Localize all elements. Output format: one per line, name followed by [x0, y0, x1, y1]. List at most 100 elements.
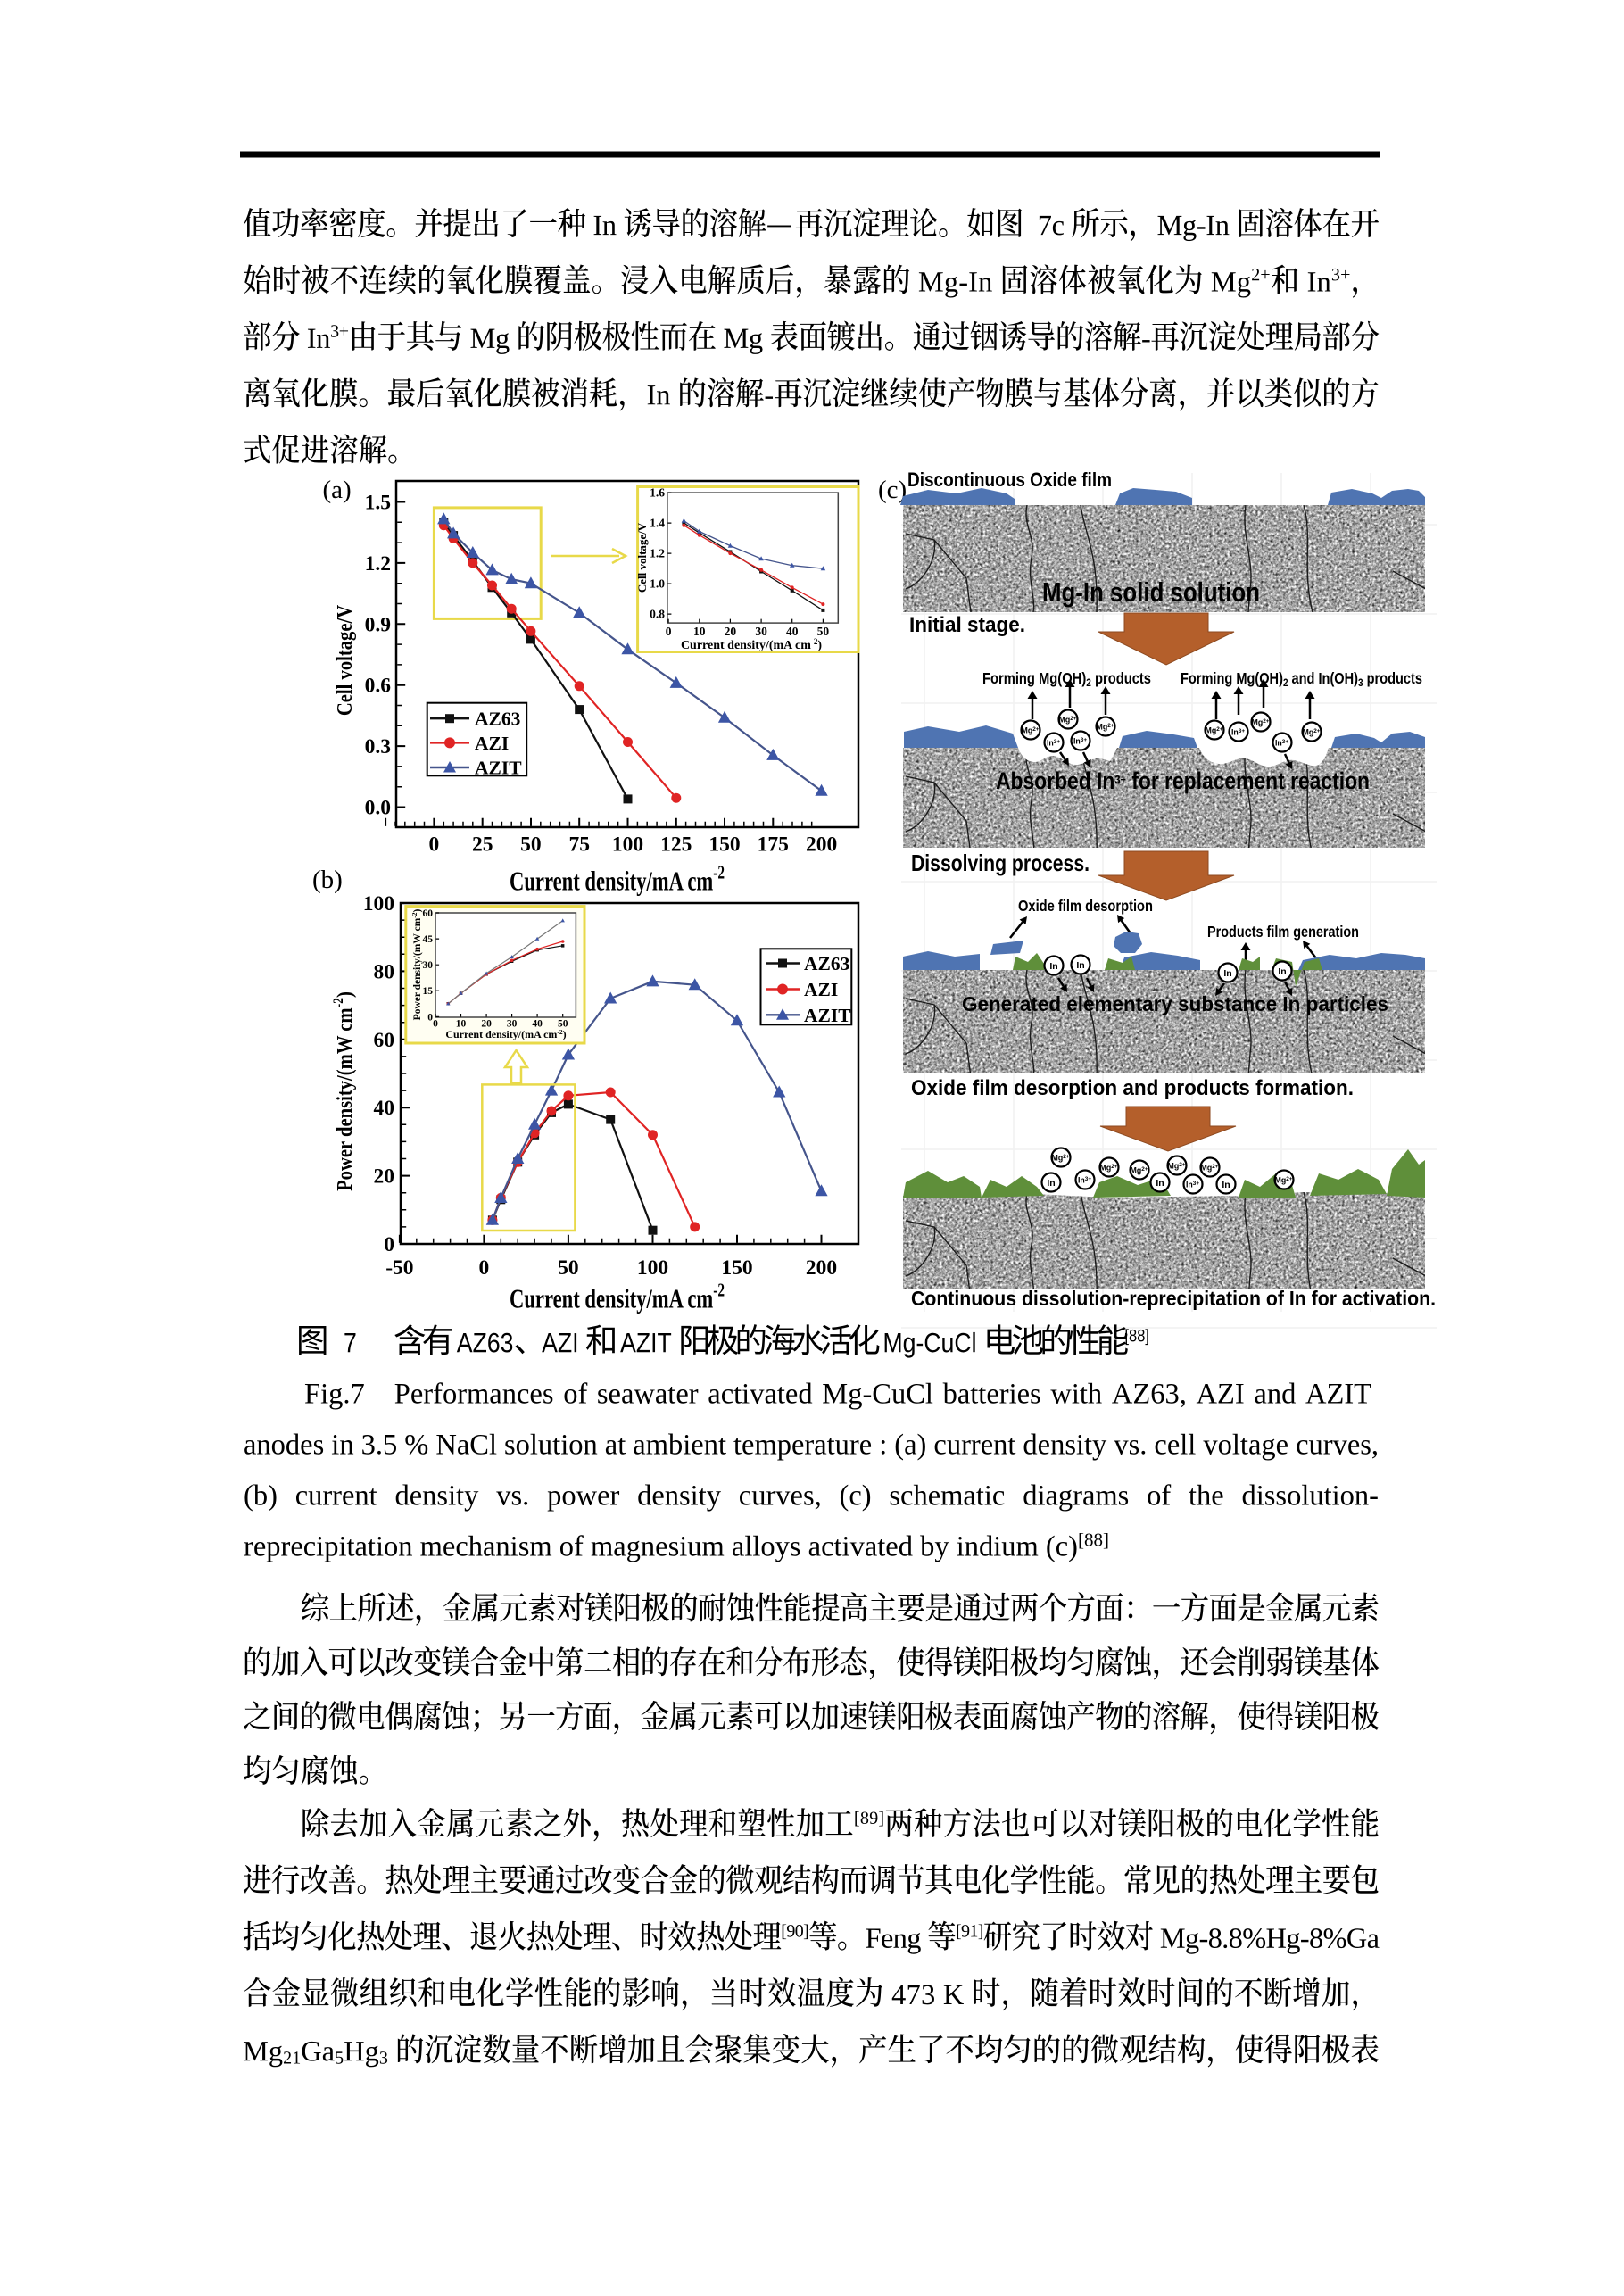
svg-text:10: 10 [456, 1019, 467, 1030]
svg-text:0: 0 [427, 1012, 433, 1023]
svg-text:In3+: In3+ [1078, 1176, 1091, 1185]
svg-text:Dissolving process.: Dissolving process. [911, 850, 1090, 876]
svg-text:Mg2+: Mg2+ [1131, 1166, 1148, 1175]
svg-text:Mg-In solid solution: Mg-In solid solution [1042, 576, 1260, 608]
svg-text:In: In [1156, 1178, 1164, 1189]
svg-text:0: 0 [479, 1256, 490, 1280]
svg-text:150: 150 [708, 833, 740, 857]
svg-text:Power density/(mW cm-2): Power density/(mW cm-2) [410, 909, 423, 1021]
svg-text:In3+: In3+ [1186, 1181, 1199, 1189]
svg-text:60: 60 [374, 1029, 395, 1052]
svg-text:In3+: In3+ [1047, 739, 1060, 748]
svg-text:75: 75 [568, 833, 590, 857]
svg-text:Mg2+: Mg2+ [1275, 1176, 1293, 1185]
svg-text:200: 200 [806, 833, 837, 857]
svg-text:In: In [1223, 968, 1231, 979]
svg-text:Initial stage.: Initial stage. [909, 613, 1025, 637]
svg-text:AZI: AZI [804, 979, 838, 1000]
svg-text:Oxide film desorption: Oxide film desorption [1018, 897, 1153, 915]
svg-text:Mg2+: Mg2+ [1303, 728, 1321, 737]
svg-text:In: In [1049, 961, 1057, 972]
svg-text:1.6: 1.6 [650, 486, 665, 500]
svg-text:80: 80 [374, 960, 395, 983]
svg-text:1.5: 1.5 [365, 492, 391, 515]
svg-text:Cell voltage/V: Cell voltage/V [333, 605, 357, 716]
svg-text:30: 30 [423, 960, 434, 971]
svg-text:0.9: 0.9 [365, 613, 391, 636]
svg-text:0: 0 [384, 1233, 394, 1256]
svg-text:Mg2+: Mg2+ [1059, 716, 1077, 725]
svg-text:Cell voltage/V: Cell voltage/V [635, 522, 649, 593]
svg-text:(b): (b) [312, 866, 343, 894]
svg-text:(a): (a) [323, 476, 352, 504]
svg-text:100: 100 [363, 892, 394, 916]
svg-text:AZ63: AZ63 [804, 953, 850, 974]
svg-text:100: 100 [637, 1256, 668, 1280]
svg-text:10: 10 [693, 625, 706, 638]
svg-text:reprecipitation mechanism of m: reprecipitation mechanism of magnesium a… [244, 1529, 1109, 1563]
svg-text:20: 20 [481, 1019, 492, 1030]
svg-text:Discontinuous Oxide film: Discontinuous Oxide film [907, 468, 1112, 491]
svg-text:Mg2+: Mg2+ [1168, 1162, 1186, 1171]
svg-text:Forming Mg(OH)2 products: Forming Mg(OH)2 products [982, 669, 1151, 689]
svg-text:Mg2+: Mg2+ [1252, 718, 1270, 727]
svg-text:In: In [1278, 966, 1286, 977]
svg-text:Mg2+: Mg2+ [1206, 726, 1223, 735]
svg-text:1.2: 1.2 [650, 547, 665, 560]
svg-text:50: 50 [520, 833, 542, 857]
svg-text:-50: -50 [385, 1256, 413, 1280]
svg-text:Mg2+: Mg2+ [1097, 723, 1114, 732]
svg-text:In3+: In3+ [1275, 739, 1288, 748]
svg-text:0: 0 [429, 833, 440, 857]
svg-text:50: 50 [558, 1019, 568, 1030]
svg-text:60: 60 [423, 908, 434, 919]
svg-text:AZIT: AZIT [475, 758, 522, 779]
svg-text:100: 100 [612, 833, 643, 857]
svg-text:Current density/(mA cm-2): Current density/(mA cm-2) [445, 1028, 566, 1040]
svg-text:Current density/(mA cm-2): Current density/(mA cm-2) [681, 637, 822, 652]
svg-text:30: 30 [507, 1019, 518, 1030]
svg-text:0: 0 [666, 625, 672, 638]
svg-text:30: 30 [755, 625, 767, 638]
svg-text:In: In [1222, 1180, 1230, 1190]
svg-text:0.6: 0.6 [365, 675, 392, 698]
svg-text:1.2: 1.2 [365, 552, 391, 576]
svg-text:175: 175 [758, 833, 789, 857]
svg-text:In: In [1047, 1178, 1055, 1189]
svg-text:In3+: In3+ [1073, 737, 1087, 746]
svg-text:Mg2+: Mg2+ [1022, 726, 1040, 735]
svg-text:Fig.7: Fig.7 [304, 1379, 365, 1411]
svg-text:Generated elementary substance: Generated elementary substance In partic… [962, 992, 1388, 1015]
svg-text:Mg2+: Mg2+ [1100, 1164, 1118, 1173]
svg-text:1.4: 1.4 [650, 517, 665, 530]
svg-text:20: 20 [374, 1165, 395, 1189]
svg-text:40: 40 [532, 1019, 543, 1030]
svg-text:AZI: AZI [475, 733, 509, 754]
svg-text:50: 50 [558, 1256, 579, 1280]
svg-text:0.0: 0.0 [365, 797, 391, 820]
svg-text:Current density/mA cm-2: Current density/mA cm-2 [510, 862, 725, 896]
svg-text:15: 15 [423, 986, 434, 997]
svg-text:0.3: 0.3 [365, 735, 391, 758]
svg-text:200: 200 [806, 1256, 837, 1280]
svg-text:Current density/mA cm-2: Current density/mA cm-2 [510, 1280, 725, 1314]
svg-text:Oxide film desorption and prod: Oxide film desorption and products forma… [911, 1076, 1354, 1100]
svg-text:AZIT: AZIT [804, 1005, 851, 1026]
svg-text:In: In [1076, 960, 1084, 971]
svg-text:1.0: 1.0 [650, 577, 665, 591]
svg-text:40: 40 [374, 1097, 395, 1120]
svg-text:40: 40 [786, 625, 799, 638]
svg-text:Continuous dissolution-repreci: Continuous dissolution-reprecipitation o… [911, 1287, 1436, 1310]
svg-text:25: 25 [472, 833, 493, 857]
svg-text:45: 45 [423, 934, 434, 945]
svg-text:Products film generation: Products film generation [1207, 923, 1359, 941]
svg-text:Power density/(mW cm-2): Power density/(mW cm-2) [331, 991, 356, 1191]
svg-text:Forming Mg(OH)2 and In(OH)3 pr: Forming Mg(OH)2 and In(OH)3 products [1181, 669, 1422, 689]
svg-text:(c): (c) [878, 476, 907, 504]
svg-text:150: 150 [721, 1256, 752, 1280]
svg-text:0: 0 [433, 1019, 438, 1030]
svg-text:Mg2+: Mg2+ [1052, 1154, 1070, 1163]
svg-text:20: 20 [725, 625, 737, 638]
